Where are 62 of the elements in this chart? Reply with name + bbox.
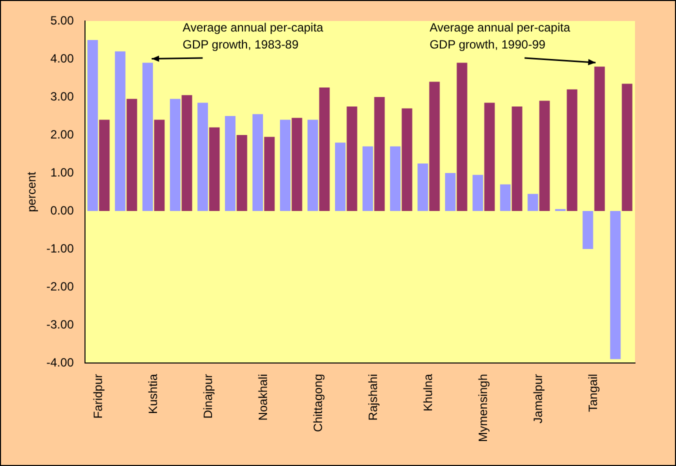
bar xyxy=(594,66,605,211)
bar xyxy=(252,114,263,211)
y-tick-label: 0.00 xyxy=(50,203,74,218)
bar xyxy=(154,120,165,211)
y-axis-title: percent xyxy=(24,171,39,212)
bar xyxy=(528,194,538,211)
bar xyxy=(484,102,495,211)
bar xyxy=(308,120,318,211)
bar xyxy=(292,118,302,211)
bar xyxy=(182,95,192,211)
y-tick-label: 4.00 xyxy=(50,51,74,66)
y-tick-label: 2.00 xyxy=(50,127,74,142)
bar xyxy=(512,106,522,211)
bar xyxy=(87,40,98,211)
bar xyxy=(170,98,180,211)
bar xyxy=(362,146,374,211)
y-tick-label: 3.00 xyxy=(50,89,74,104)
bar xyxy=(126,98,138,211)
x-tick-label: Faridpur xyxy=(90,374,105,419)
bar xyxy=(99,120,110,211)
bar xyxy=(610,210,621,360)
bar xyxy=(236,134,248,211)
bar xyxy=(280,120,291,211)
text: Average annual per-capita GDP growth, 1990-99 xyxy=(430,20,570,52)
bar xyxy=(390,146,401,211)
y-tick-label: -2.00 xyxy=(46,279,74,294)
text: Average annual per-capita GDP growth, 1983-89 xyxy=(182,20,324,52)
y-tick-label: -1.00 xyxy=(46,241,74,256)
bar xyxy=(500,184,511,211)
x-tick-label: Rajshahi xyxy=(366,374,380,421)
x-tick-label: Khulna xyxy=(420,374,435,412)
bar xyxy=(539,100,550,211)
bar xyxy=(472,174,484,211)
bar xyxy=(429,82,440,211)
x-tick-label: Jamalpur xyxy=(531,374,546,424)
bar xyxy=(209,127,220,211)
x-tick-label: Dinajpur xyxy=(200,374,215,419)
bar xyxy=(197,102,208,211)
y-tick-label: 5.00 xyxy=(50,13,74,28)
bar xyxy=(402,108,412,211)
bar xyxy=(346,106,358,211)
bar xyxy=(319,87,330,211)
bar xyxy=(582,210,594,249)
bar xyxy=(224,116,236,211)
bar xyxy=(566,89,578,211)
bar xyxy=(445,172,456,211)
bar xyxy=(114,51,126,211)
bar xyxy=(456,62,468,211)
y-tick-label: -4.00 xyxy=(46,355,74,370)
x-tick-label: Noakhali xyxy=(256,374,270,421)
x-tick-label: Mymensingh xyxy=(476,374,490,442)
bar xyxy=(622,84,632,211)
x-tick-label: Tangail xyxy=(586,374,600,412)
y-tick-label: 1.00 xyxy=(50,165,74,180)
bar xyxy=(418,163,428,211)
x-tick-label: Chittagong xyxy=(310,374,325,432)
bar xyxy=(264,136,275,211)
y-tick-label: -3.00 xyxy=(46,317,74,332)
x-tick-label: Kushtia xyxy=(146,374,160,414)
bar xyxy=(374,96,385,211)
bar xyxy=(142,62,153,211)
bar xyxy=(335,142,346,211)
